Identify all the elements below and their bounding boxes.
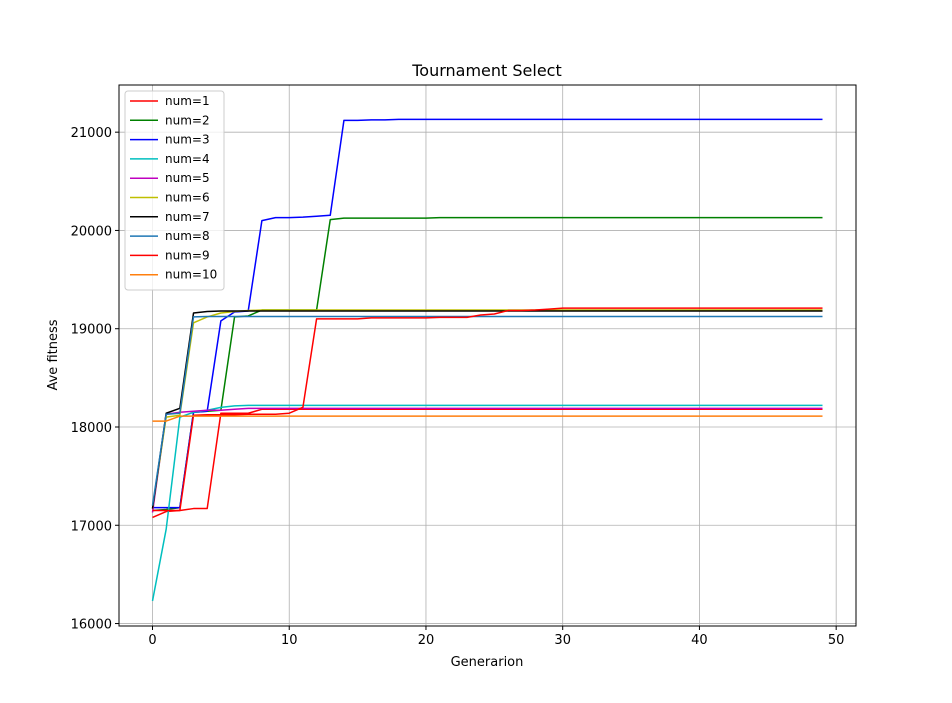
plot-frame xyxy=(118,84,857,627)
y-tick-label: 19000 xyxy=(71,323,112,338)
series-line-num=9 xyxy=(152,307,823,512)
series-line-num=8 xyxy=(151,315,823,506)
series-lines xyxy=(151,118,823,602)
series-line-num=3 xyxy=(152,118,823,509)
y-tick-label: 20000 xyxy=(71,224,112,239)
x-tick-label: 20 xyxy=(418,633,435,648)
legend-box xyxy=(124,90,225,291)
series-line-num=2 xyxy=(152,216,823,512)
series-line-num=7 xyxy=(151,310,823,509)
x-tick-label: 50 xyxy=(828,633,845,648)
chart-title: Tournament Select xyxy=(411,61,562,80)
axis-ticks: 0 10 20 30 40 50 16000 17000 18000 19000 20000 2100… xyxy=(71,126,845,648)
series-line-num=4 xyxy=(151,404,823,602)
series-line-num=6 xyxy=(151,309,823,509)
legend-label: num=9 xyxy=(165,248,210,262)
legend-label: num=3 xyxy=(165,133,210,147)
legend-label: num=1 xyxy=(165,94,210,108)
legend-label: num=2 xyxy=(165,113,210,127)
x-axis-label: Generarion xyxy=(451,655,524,670)
y-axis-label: Ave fitness xyxy=(46,319,61,390)
series-line-num=5 xyxy=(151,407,823,513)
series-line-num=1 xyxy=(152,408,823,519)
grid xyxy=(119,85,856,626)
series-line-num=10 xyxy=(152,415,823,422)
x-tick-label: 0 xyxy=(148,633,156,648)
legend-label: num=7 xyxy=(165,210,210,224)
legend: num=1 num=2 num=3 num=4 num=5 num=6 num=7 num=8… xyxy=(124,90,225,291)
legend-label: num=4 xyxy=(165,152,210,166)
legend-label: num=5 xyxy=(165,171,210,185)
legend-label: num=10 xyxy=(165,268,217,282)
legend-label: num=6 xyxy=(165,191,210,205)
y-tick-label: 16000 xyxy=(71,618,112,633)
y-tick-label: 17000 xyxy=(71,519,112,534)
y-tick-label: 18000 xyxy=(71,421,112,436)
y-tick-label: 21000 xyxy=(71,126,112,141)
x-tick-label: 10 xyxy=(281,633,298,648)
x-tick-label: 30 xyxy=(554,633,571,648)
x-tick-label: 40 xyxy=(691,633,708,648)
legend-label: num=8 xyxy=(165,229,210,243)
